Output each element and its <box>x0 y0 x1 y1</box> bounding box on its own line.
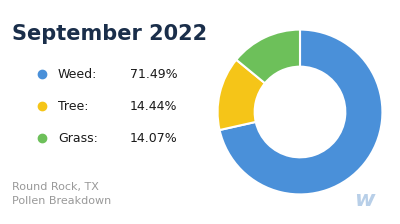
Text: Grass:: Grass: <box>58 131 98 144</box>
Wedge shape <box>218 60 265 130</box>
Text: 71.49%: 71.49% <box>130 67 178 80</box>
Wedge shape <box>220 30 382 194</box>
Text: September 2022: September 2022 <box>12 24 207 44</box>
Wedge shape <box>236 30 300 83</box>
Text: w: w <box>354 190 375 210</box>
Text: Weed:: Weed: <box>58 67 97 80</box>
Text: Tree:: Tree: <box>58 99 88 112</box>
Text: Round Rock, TX: Round Rock, TX <box>12 182 99 192</box>
Text: Pollen Breakdown: Pollen Breakdown <box>12 196 111 206</box>
Text: 14.44%: 14.44% <box>130 99 178 112</box>
Text: 14.07%: 14.07% <box>130 131 178 144</box>
